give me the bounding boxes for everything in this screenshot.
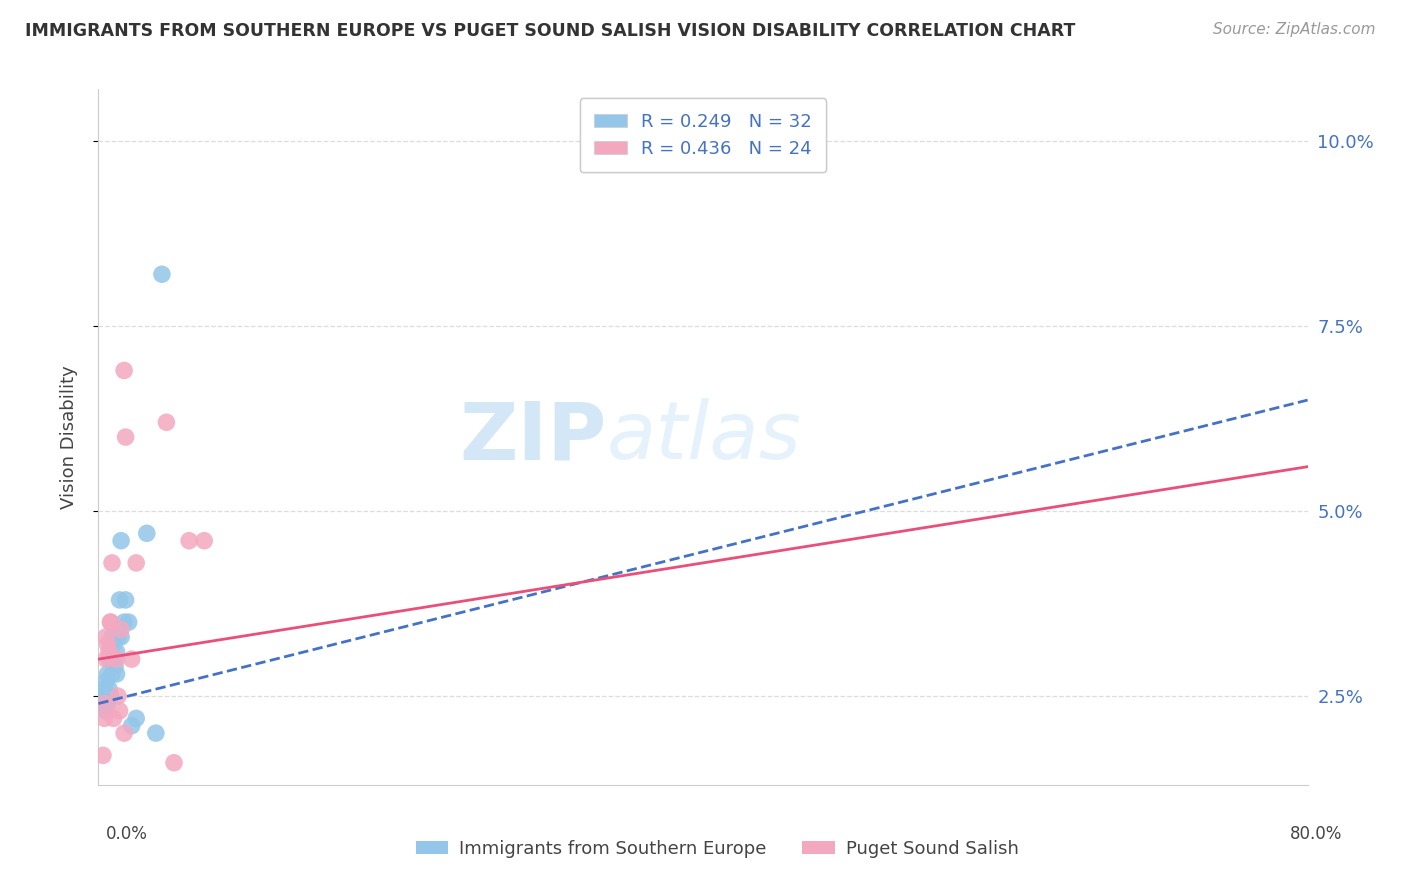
Text: ZIP: ZIP [458, 398, 606, 476]
Point [103, 652, 125, 666]
Point [103, 637, 125, 651]
Point [93, 697, 115, 711]
Point [104, 659, 127, 673]
Point [103, 711, 125, 725]
Point [100, 689, 122, 703]
Point [107, 689, 129, 703]
Point [96, 697, 118, 711]
Point [105, 667, 128, 681]
Point [101, 556, 124, 570]
Point [96, 637, 118, 651]
Point [121, 719, 143, 733]
Point [105, 652, 128, 666]
Y-axis label: Vision Disability: Vision Disability [59, 365, 77, 509]
Point [110, 630, 132, 644]
Point [94, 674, 117, 689]
Point [193, 533, 215, 548]
Point [91, 748, 114, 763]
Point [112, 615, 135, 629]
Point [96, 667, 118, 681]
Point [105, 645, 128, 659]
Point [121, 652, 143, 666]
Point [100, 615, 122, 629]
Point [125, 711, 148, 725]
Point [108, 593, 131, 607]
Point [107, 630, 129, 644]
Point [108, 704, 131, 718]
Point [150, 267, 173, 281]
Point [179, 533, 201, 548]
Point [94, 630, 117, 644]
Point [125, 556, 148, 570]
Point [94, 689, 117, 703]
Point [96, 689, 118, 703]
Point [118, 615, 141, 629]
Point [94, 652, 117, 666]
Text: 0.0%: 0.0% [105, 825, 148, 843]
Point [98, 652, 121, 666]
Point [93, 681, 115, 696]
Text: 80.0%: 80.0% [1291, 825, 1343, 843]
Point [91, 689, 114, 703]
Point [110, 623, 132, 637]
Point [93, 697, 115, 711]
Point [163, 756, 186, 770]
Point [135, 526, 157, 541]
Point [110, 533, 132, 548]
Legend: R = 0.249   N = 32, R = 0.436   N = 24: R = 0.249 N = 32, R = 0.436 N = 24 [579, 98, 827, 172]
Point [114, 430, 136, 444]
Text: Source: ZipAtlas.com: Source: ZipAtlas.com [1212, 22, 1375, 37]
Point [112, 726, 135, 740]
Legend: Immigrants from Southern Europe, Puget Sound Salish: Immigrants from Southern Europe, Puget S… [408, 833, 1026, 865]
Point [101, 667, 124, 681]
Point [100, 615, 122, 629]
Point [100, 637, 122, 651]
Point [98, 645, 121, 659]
Point [112, 363, 135, 377]
Point [93, 711, 115, 725]
Point [98, 681, 121, 696]
Point [145, 726, 167, 740]
Point [155, 415, 177, 429]
Point [94, 704, 117, 718]
Point [114, 593, 136, 607]
Text: IMMIGRANTS FROM SOUTHERN EUROPE VS PUGET SOUND SALISH VISION DISABILITY CORRELAT: IMMIGRANTS FROM SOUTHERN EUROPE VS PUGET… [25, 22, 1076, 40]
Point [101, 630, 124, 644]
Text: atlas: atlas [606, 398, 801, 476]
